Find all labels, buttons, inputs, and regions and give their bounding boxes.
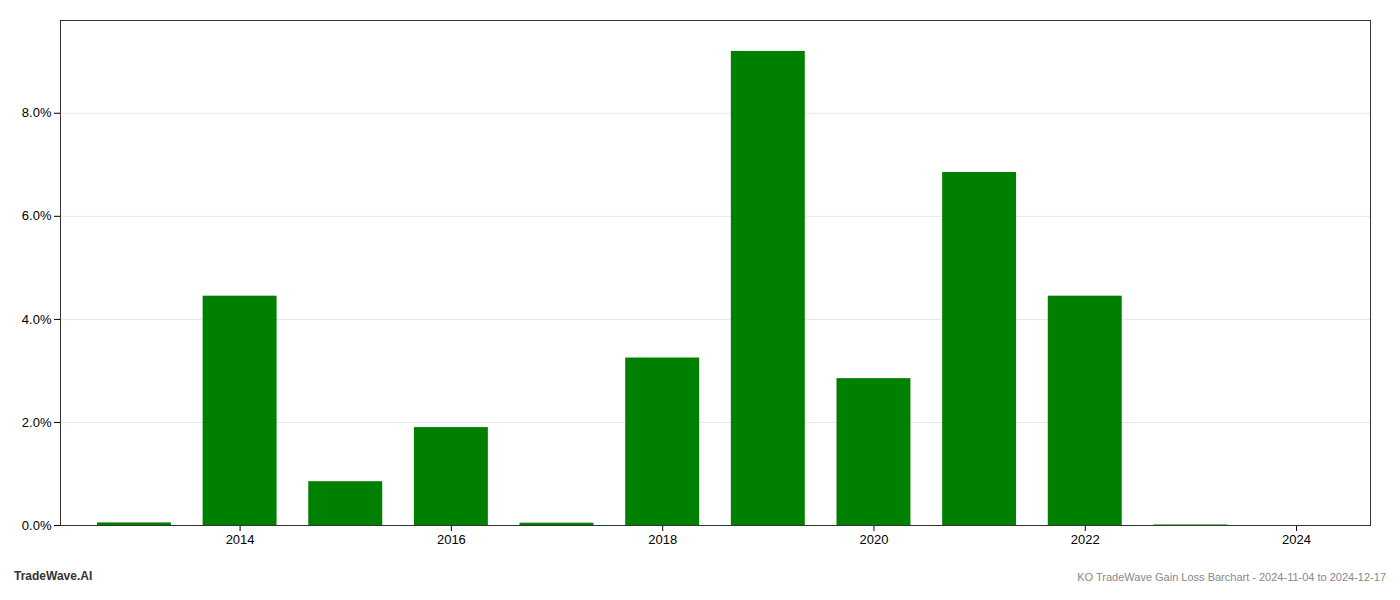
svg-text:0.0%: 0.0% [22,518,52,533]
svg-text:2.0%: 2.0% [22,415,52,430]
svg-text:2022: 2022 [1071,532,1100,547]
svg-text:4.0%: 4.0% [22,312,52,327]
svg-text:2024: 2024 [1282,532,1311,547]
svg-text:2016: 2016 [437,532,466,547]
svg-text:8.0%: 8.0% [22,105,52,120]
svg-text:6.0%: 6.0% [22,208,52,223]
svg-text:2020: 2020 [860,532,889,547]
html-text:KO TradeWave Gain Loss Barchar: KO TradeWave Gain Loss Barchart - 2024-1… [1077,571,1386,583]
svg-text:2018: 2018 [648,532,677,547]
svg-text:2014: 2014 [226,532,255,547]
html-text:TradeWave.AI: TradeWave.AI [14,569,93,583]
